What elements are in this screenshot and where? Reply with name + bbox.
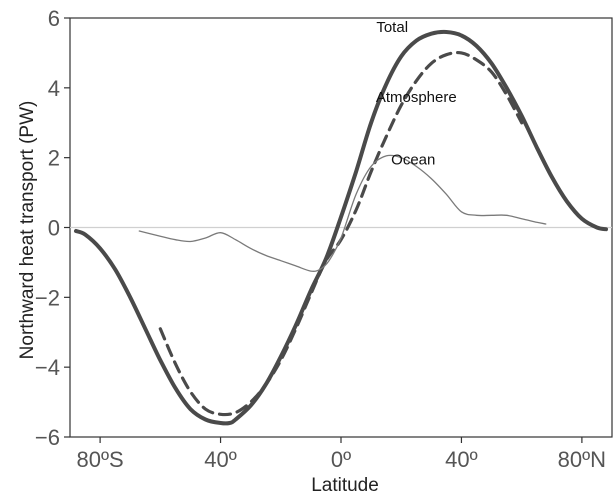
x-tick-label: 80ºS <box>77 447 124 472</box>
x-axis-title: Latitude <box>311 475 379 496</box>
x-tick-label: 40º <box>204 447 237 472</box>
y-tick-label: −6 <box>35 425 60 450</box>
y-tick-label: −4 <box>35 355 60 380</box>
series-label-total: Total <box>376 19 408 36</box>
x-tick-label: 0º <box>331 447 351 472</box>
series-layer: Total Atmosphere Ocean <box>74 19 608 426</box>
y-tick-label: 2 <box>48 146 60 171</box>
y-tick-label: 4 <box>48 76 60 101</box>
series-label-atmosphere: Atmosphere <box>376 89 457 106</box>
y-axis-title: Northward heat transport (PW) <box>17 101 38 360</box>
series-line-ocean <box>138 154 547 272</box>
series-label-ocean: Ocean <box>391 152 435 169</box>
series-line-total <box>74 29 608 426</box>
y-tick-label: 0 <box>48 216 60 241</box>
x-tick-label: 80ºN <box>558 447 606 472</box>
series-line-atmosphere <box>158 50 524 417</box>
y-tick-label: −2 <box>35 285 60 310</box>
plot-area <box>69 17 613 438</box>
axis-layer: 6 4 2 0 −2 −4 −6 80ºS 40º 0º 40º 80ºN <box>35 6 606 472</box>
y-tick-label: 6 <box>48 6 60 31</box>
x-tick-label: 40º <box>445 447 478 472</box>
